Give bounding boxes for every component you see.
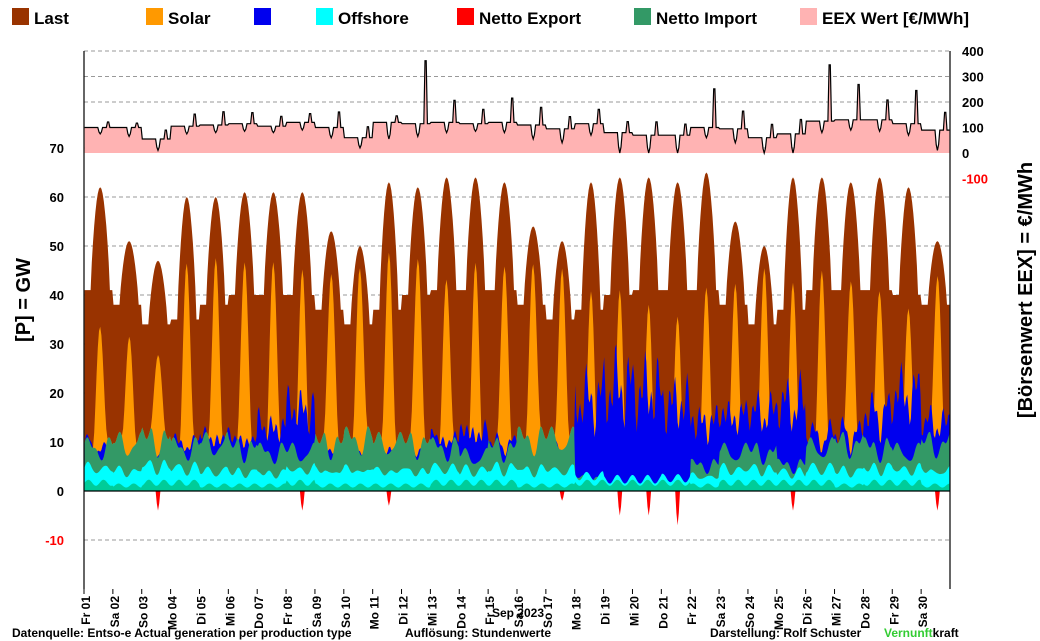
x-tick-label: Mo 18: [570, 596, 584, 630]
legend-label: EEX Wert [€/MWh]: [822, 9, 969, 28]
x-tick-label: So 10: [339, 596, 353, 628]
y-tick-left: -10: [45, 533, 64, 548]
x-tick-label: Fr 22: [685, 596, 699, 625]
legend: Last Solar Offshore Netto Export Netto Impor…: [12, 8, 969, 28]
footer-author: Darstellung: Rolf Schuster: [710, 626, 862, 640]
x-tick-label: Sa 16: [512, 596, 526, 628]
y-tick-left: 70: [50, 141, 64, 156]
footer-brand: Vernunftkraft: [884, 626, 959, 640]
brand-green: Vernunft: [884, 626, 933, 640]
y-tick-left: 50: [50, 239, 64, 254]
x-tick-label: Mi 06: [223, 596, 237, 626]
legend-swatch: [12, 8, 29, 25]
y-tick-left: 10: [50, 435, 64, 450]
x-tick-label: Mo 25: [772, 596, 786, 630]
legend-label: Offshore: [338, 9, 409, 28]
y-tick-right: -100: [962, 172, 988, 187]
y-tick-left: 30: [50, 337, 64, 352]
x-tick-label: Di 26: [801, 596, 815, 625]
export-area: [84, 491, 950, 526]
x-tick-label: Di 19: [599, 596, 613, 625]
x-tick-label: Fr 08: [281, 596, 295, 625]
y-tick-right: 200: [962, 95, 984, 110]
x-tick-label: Sa 23: [714, 596, 728, 628]
x-tick-label: Do 21: [656, 596, 670, 629]
x-tick-label: Do 14: [454, 596, 468, 629]
x-tick-label: Mi 27: [830, 596, 844, 626]
y-tick-right: 300: [962, 70, 984, 85]
axes: [83, 51, 951, 589]
legend-swatch: [316, 8, 333, 25]
y-tick-left: 20: [50, 386, 64, 401]
x-tick-label: Di 12: [397, 596, 411, 625]
legend-label: Last: [34, 9, 69, 28]
y-tick-left: 40: [50, 288, 64, 303]
y-tick-right: 400: [962, 44, 984, 59]
y-tick-right: 100: [962, 121, 984, 136]
price-line: [84, 60, 950, 156]
x-tick-label: Fr 15: [483, 596, 497, 625]
footer-source: Datenquelle: Entso-e Actual generation p…: [12, 626, 352, 640]
x-tick-label: Sa 02: [108, 596, 122, 628]
x-tick-label: Mo 11: [368, 596, 382, 630]
legend-label: Solar: [168, 9, 211, 28]
legend-swatch: [146, 8, 163, 25]
legend-swatch: [800, 8, 817, 25]
legend-label: Netto Export: [479, 9, 581, 28]
x-tick-label: Mi 20: [627, 596, 641, 626]
x-axis-title: Sep 2023: [492, 606, 544, 620]
price-band: [84, 60, 950, 154]
x-tick-label: So 03: [137, 596, 151, 628]
x-tick-label: Sa 09: [310, 596, 324, 628]
x-ticks: Fr 01 Sa 02 So 03 Mo 04 Di 05 Mi 06 Do 07 Fr 08…: [79, 589, 930, 630]
x-tick-label: Do 28: [858, 596, 872, 629]
footer-resolution: Auflösung: Stundenwerte: [405, 626, 551, 640]
x-tick-label: Do 07: [252, 596, 266, 629]
x-tick-label: Fr 29: [887, 596, 901, 625]
legend-swatch: [634, 8, 651, 25]
y-tick-left: 60: [50, 190, 64, 205]
y-axis-left-title: [P] = GW: [13, 258, 35, 342]
wind-area: [84, 344, 950, 491]
legend-label: Netto Import: [656, 9, 757, 28]
x-tick-label: So 17: [541, 596, 555, 628]
x-tick-label: Sa 30: [916, 596, 930, 628]
x-tick-label: Fr 01: [79, 596, 93, 625]
chart-areas: [84, 60, 950, 526]
legend-swatch: [254, 8, 271, 25]
brand-black: kraft: [933, 626, 959, 640]
x-tick-label: Mo 04: [166, 596, 180, 630]
base-area: [84, 479, 950, 491]
y-axis-right-title: [Börsenwert EEX] = €/MWh: [1015, 162, 1037, 418]
x-tick-label: So 24: [743, 596, 757, 628]
y-tick-left: 0: [57, 484, 64, 499]
x-tick-label: Di 05: [194, 596, 208, 625]
y-tick-right: 0: [962, 146, 969, 161]
legend-swatch: [457, 8, 474, 25]
x-tick-label: Mi 13: [425, 596, 439, 626]
